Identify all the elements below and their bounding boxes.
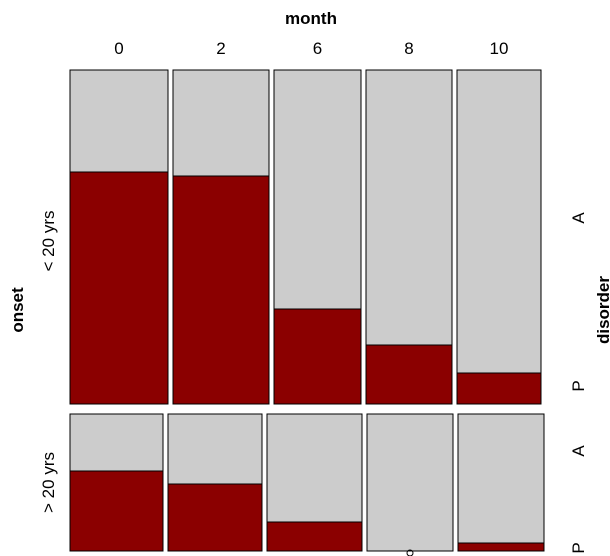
top-axis-title: month xyxy=(285,9,337,28)
tile-P-row0-month-2 xyxy=(172,175,270,405)
tile-A-row0-month-10 xyxy=(456,69,542,374)
tile-A-row1-month-10 xyxy=(457,413,545,544)
tile-A-row0-month-8 xyxy=(365,69,453,346)
tile-A-row1-month-2 xyxy=(167,413,263,485)
right-tick-label-A-row1: A xyxy=(569,445,588,457)
tile-A-row0-month-2 xyxy=(172,69,270,177)
tile-P-row1-month-2 xyxy=(167,483,263,552)
tile-A-row1-month-8 xyxy=(366,413,454,552)
left-tick-label-0: < 20 yrs xyxy=(39,211,58,272)
tile-A-row0-month-6 xyxy=(273,69,362,310)
tile-P-row0-month-0 xyxy=(69,171,169,405)
top-tick-label-8: 8 xyxy=(404,39,413,58)
right-tick-label-A-row0: A xyxy=(569,212,588,224)
tile-A-row1-month-6 xyxy=(266,413,363,523)
top-tick-label-0: 0 xyxy=(114,39,123,58)
tile-P-row1-month-0 xyxy=(69,470,164,552)
tile-P-row0-month-10 xyxy=(456,372,542,405)
left-tick-label-1: > 20 yrs xyxy=(39,452,58,513)
right-tick-label-P-row1: P xyxy=(569,542,588,553)
right-axis-title: disorder xyxy=(594,276,610,344)
tile-A-row0-month-0 xyxy=(69,69,169,173)
left-axis-title: onset xyxy=(8,287,27,333)
mosaic-cells xyxy=(69,69,545,556)
zero-cell-marker-row1-month-8 xyxy=(406,549,414,556)
tile-P-row0-month-8 xyxy=(365,344,453,405)
right-tick-label-P-row0: P xyxy=(569,380,588,391)
top-tick-label-6: 6 xyxy=(313,39,322,58)
tile-P-row1-month-6 xyxy=(266,521,363,552)
mosaic-labels: 0 2 6 8 10 < 20 yrs > 20 yrs A A P P xyxy=(39,39,588,554)
tile-A-row1-month-0 xyxy=(69,413,164,472)
tile-P-row1-month-10 xyxy=(457,542,545,552)
top-tick-label-2: 2 xyxy=(216,39,225,58)
top-tick-label-10: 10 xyxy=(490,39,509,58)
tile-P-row0-month-6 xyxy=(273,308,362,405)
